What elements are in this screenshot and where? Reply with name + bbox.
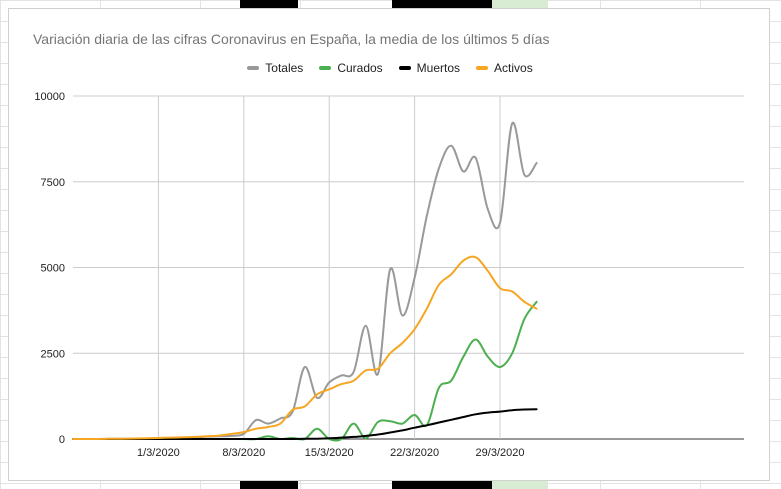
series-line-curados [72, 300, 538, 442]
y-tick-label: 2500 [41, 348, 65, 360]
header-strip [492, 0, 548, 8]
plot-area: 0 2500 5000 7500 10000 1/3/2020 8/3/2020 15/3/2… [34, 91, 744, 459]
chart-title: Variación diaria de las cifras Coronavir… [33, 31, 550, 47]
series-line-muertos [72, 408, 538, 440]
chart-card[interactable]: Variación diaria de las cifras Coronavir… [8, 8, 770, 481]
x-tick-label: 29/3/2020 [476, 447, 525, 459]
legend-swatch [476, 66, 489, 70]
x-tick-label: 8/3/2020 [222, 447, 265, 459]
y-tick-label: 7500 [41, 177, 65, 189]
y-tick-label: 5000 [41, 263, 65, 275]
legend-item-totales[interactable]: Totales [247, 61, 303, 75]
legend-label: Activos [494, 61, 533, 75]
legend-label: Totales [265, 61, 304, 75]
legend-item-activos[interactable]: Activos [476, 61, 533, 75]
series-line-totales [72, 121, 538, 440]
legend-swatch [247, 66, 260, 70]
legend-swatch [398, 66, 411, 70]
header-strip [240, 0, 298, 8]
y-tick-label: 0 [59, 434, 65, 446]
footer-strip [392, 481, 492, 489]
footer-strip [492, 481, 548, 489]
x-tick-label: 15/3/2020 [305, 447, 354, 459]
footer-strip [240, 481, 298, 489]
header-strip [392, 0, 492, 8]
x-tick-label: 22/3/2020 [390, 447, 439, 459]
legend-label: Curados [337, 61, 383, 75]
chart-legend: Totales Curados Muertos Activos [9, 61, 771, 75]
legend-item-muertos[interactable]: Muertos [398, 61, 461, 75]
legend-swatch [319, 66, 332, 70]
y-tick-label: 10000 [34, 91, 65, 103]
legend-item-curados[interactable]: Curados [319, 61, 383, 75]
series-line-activos [72, 255, 538, 440]
legend-label: Muertos [416, 61, 461, 75]
x-tick-label: 1/3/2020 [137, 447, 180, 459]
